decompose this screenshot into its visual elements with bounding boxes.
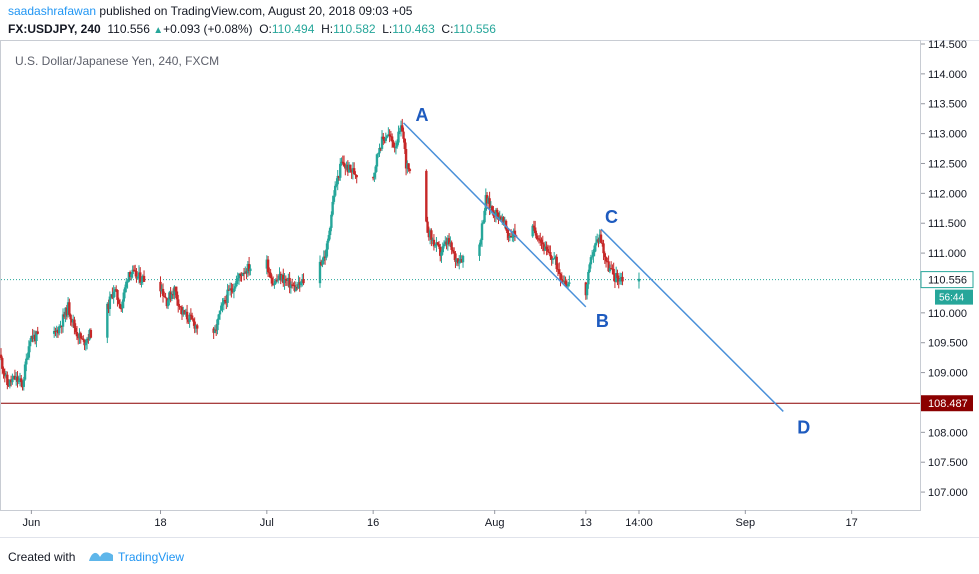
y-tick-label: 113.500 [928,99,967,111]
low-label: L: [382,22,393,36]
x-tick-label: 13 [580,517,592,529]
y-tick-label: 109.000 [928,368,968,380]
support-label-bg [921,395,973,412]
open-label: O: [259,22,272,36]
last-price: 110.556 [107,22,150,36]
ohlc-row: FX:USDJPY, 240 110.556 ▲+0.093 (+0.08%) … [8,22,496,36]
close-label: C: [441,22,454,36]
x-tick-label: Aug [485,517,505,529]
plot-area[interactable] [0,40,921,511]
y-tick-label: 114.000 [928,69,967,81]
price-change: +0.093 (+0.08%) [163,22,253,36]
x-tick-label: 17 [846,517,858,529]
low-value: 110.463 [392,22,435,36]
close-value: 110.556 [453,22,496,36]
x-tick-label: Jun [23,517,41,529]
chart-title: U.S. Dollar/Japanese Yen, 240, FXCM [15,54,220,68]
created-with-label: Created with [8,550,76,564]
y-tick-label: 108.000 [928,427,968,439]
up-arrow-icon: ▲ [153,25,164,36]
x-tick-label: 18 [154,517,166,529]
y-tick-label: 113.000 [928,129,967,141]
y-tick-label: 110.000 [928,308,967,320]
tradingview-brand-link[interactable]: TradingView [118,550,185,564]
y-tick-label: 107.000 [928,487,968,499]
y-tick-label: 107.500 [928,457,968,469]
published-text: published on TradingView.com, August 20,… [96,4,413,18]
y-tick-label: 108.500 [928,397,968,409]
y-tick-label: 111.000 [928,248,966,260]
footer: Created with TradingView [0,537,979,574]
publish-info: saadashrafawan published on TradingView.… [8,4,412,18]
x-tick-label: 14:00 [625,517,653,529]
x-tick-label: Sep [736,517,756,529]
symbol-label: FX:USDJPY, 240 [8,22,101,36]
y-tick-label: 111.500 [928,218,966,230]
open-value: 110.494 [271,22,315,36]
support-label: 108.487 [928,398,968,410]
countdown-label: 56:44 [939,293,964,304]
y-tick-label: 112.500 [928,158,967,170]
y-tick-label: 110.500 [928,278,967,290]
high-label: H: [321,22,334,36]
tradingview-logo-icon[interactable] [88,547,114,563]
x-tick-label: 16 [367,517,379,529]
current-price-label-bg [920,271,974,289]
y-tick-label: 109.500 [928,338,968,350]
x-tick-label: Jul [260,517,274,529]
current-price-label: 110.556 [928,275,967,287]
high-value: 110.582 [333,22,376,36]
author-link[interactable]: saadashrafawan [8,4,97,18]
y-tick-label: 112.000 [928,188,967,200]
chart-header: saadashrafawan published on TradingView.… [0,0,979,41]
countdown-bg [935,289,973,305]
